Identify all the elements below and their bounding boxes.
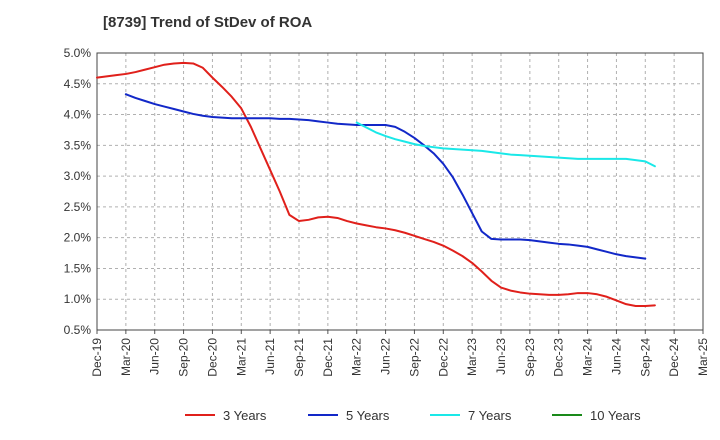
y-tick-label: 1.5% — [64, 261, 92, 275]
x-tick-label: Mar-23 — [465, 338, 479, 376]
x-tick-label: Jun-21 — [263, 338, 277, 375]
y-tick-label: 5.0% — [64, 46, 92, 60]
x-tick-label: Mar-21 — [234, 338, 248, 376]
x-tick-label: Sep-22 — [407, 338, 421, 377]
x-tick-label: Jun-23 — [494, 338, 508, 375]
x-tick-label: Mar-20 — [119, 338, 133, 376]
x-tick-label: Jun-24 — [609, 338, 623, 375]
x-tick-label: Jun-22 — [379, 338, 393, 375]
y-tick-label: 1.0% — [64, 292, 92, 306]
x-tick-label: Sep-21 — [292, 338, 306, 377]
y-tick-label: 3.0% — [64, 169, 92, 183]
legend-label-10-years: 10 Years — [590, 408, 641, 423]
y-tick-label: 3.5% — [64, 138, 92, 152]
legend-label-3-years: 3 Years — [223, 408, 267, 423]
x-tick-label: Dec-22 — [436, 338, 450, 377]
series-layer — [96, 61, 656, 307]
series-line-7-years — [355, 121, 656, 168]
y-tick-label: 4.0% — [64, 108, 92, 122]
series-line-3-years — [96, 61, 656, 307]
x-tick-label: Dec-23 — [552, 338, 566, 377]
x-tick-label: Dec-20 — [205, 338, 219, 377]
x-tick-label: Sep-20 — [177, 338, 191, 377]
axis-layer: 0.5% 1.0% 1.5% 2.0% 2.5% 3.0% 3.5% 4.0% 4.5% 5.0%… — [64, 46, 710, 377]
legend: 3 Years 5 Years 7 Years 10 Years — [185, 408, 641, 423]
y-tick-label: 4.5% — [64, 77, 92, 91]
x-tick-label: Sep-24 — [638, 338, 652, 377]
x-tick-label: Sep-23 — [523, 338, 537, 377]
y-tick-label: 2.0% — [64, 231, 92, 245]
legend-label-5-years: 5 Years — [346, 408, 390, 423]
legend-label-7-years: 7 Years — [468, 408, 512, 423]
x-tick-label: Mar-22 — [350, 338, 364, 376]
x-tick-label: Mar-25 — [696, 338, 710, 376]
series-line-5-years — [124, 93, 647, 260]
y-tick-label: 0.5% — [64, 323, 92, 337]
x-tick-label: Dec-24 — [667, 338, 681, 377]
x-tick-label: Dec-19 — [90, 338, 104, 377]
x-tick-label: Mar-24 — [581, 338, 595, 376]
x-tick-label: Dec-21 — [321, 338, 335, 377]
chart-title: [8739] Trend of StDev of ROA — [103, 14, 313, 31]
grid-layer — [96, 52, 704, 331]
y-tick-label: 2.5% — [64, 200, 92, 214]
x-tick-label: Jun-20 — [148, 338, 162, 375]
plot-frame — [96, 52, 704, 331]
